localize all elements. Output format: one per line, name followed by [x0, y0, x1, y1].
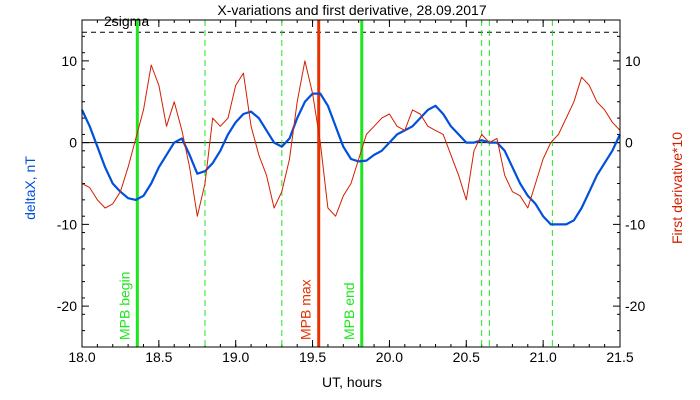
y-axis-right-label: First derivative*10: [669, 132, 685, 244]
y-right-tick-label: 0: [625, 135, 633, 151]
x-tick-label: 18.0: [68, 349, 95, 365]
x-tick-label: 19.0: [222, 349, 249, 365]
x-axis-label: UT, hours: [322, 374, 382, 390]
y-left-tick-label: 10: [61, 53, 77, 69]
x-tick-label: 18.5: [145, 349, 172, 365]
x-tick-label: 21.0: [530, 349, 557, 365]
plot-frame: [81, 19, 621, 348]
series-derivative-line: [81, 60, 621, 217]
x-tick-label: 19.5: [299, 349, 326, 365]
x-tick-label: 20.0: [376, 349, 403, 365]
y-axis-left-label: deltaX, nT: [22, 156, 38, 220]
y-left-tick-label: 0: [69, 135, 77, 151]
x-tick-label: 21.5: [606, 349, 633, 365]
y-left-tick-label: -10: [57, 216, 77, 232]
x-tick-label: 20.5: [453, 349, 480, 365]
marker-label: MPB end: [341, 282, 357, 340]
marker-label: MPB begin: [116, 272, 132, 340]
threshold-label: 2sigma: [104, 13, 149, 29]
y-right-tick-label: -20: [625, 298, 645, 314]
y-right-tick-label: 10: [625, 53, 641, 69]
marker-label: MPB max: [298, 279, 314, 340]
y-left-tick-label: -20: [57, 298, 77, 314]
chart-title: X-variations and first derivative, 28.09…: [217, 2, 486, 18]
y-right-tick-label: -10: [625, 216, 645, 232]
